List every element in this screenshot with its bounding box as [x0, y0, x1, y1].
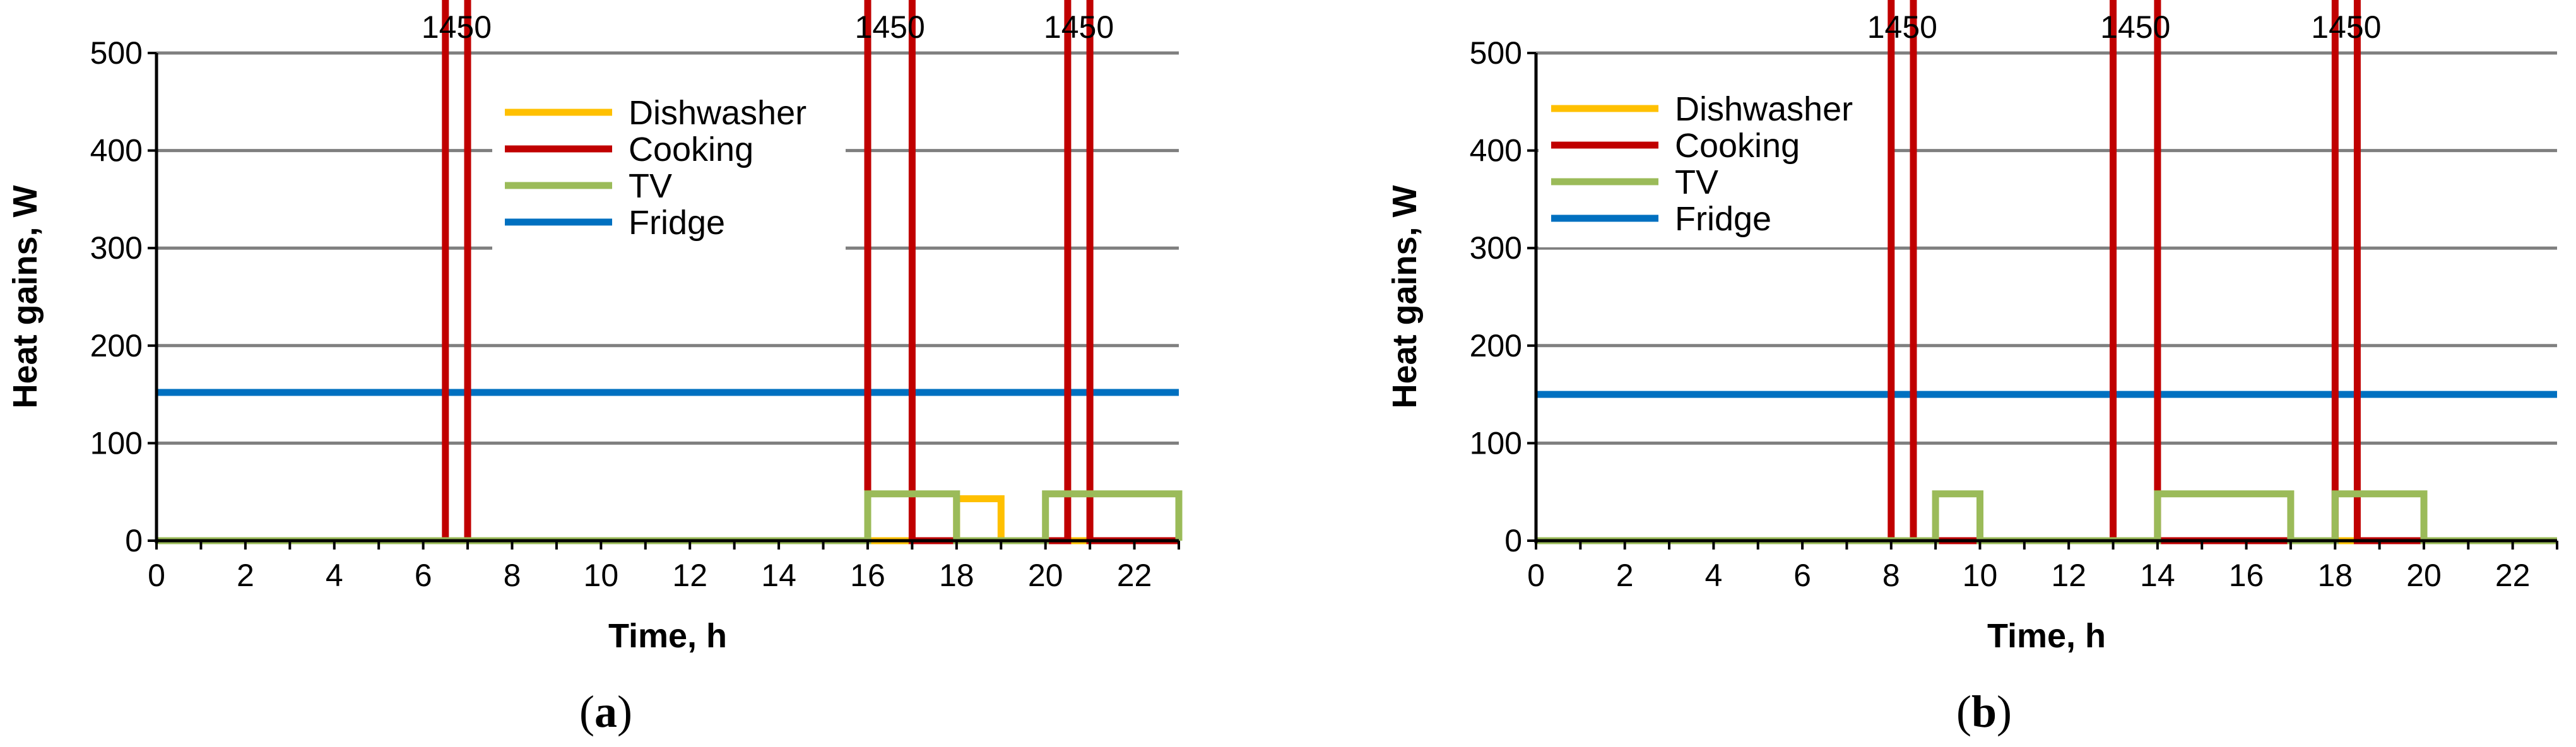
x-tick-label: 16 — [850, 558, 885, 593]
y-tick-label: 0 — [125, 523, 143, 558]
chart-panel-b: 0 100 200 300 400 500 0 2 4 6 8 10 12 14 16 18 20 22 Time,… — [1386, 0, 2558, 737]
y-tick-label: 300 — [90, 230, 143, 266]
x-axis-title: Time, h — [608, 617, 727, 655]
legend-label-dishwasher: Dishwasher — [1675, 90, 1853, 128]
x-tick-label: 18 — [2317, 558, 2353, 593]
x-tick-label: 20 — [1028, 558, 1063, 593]
legend-label-tv: TV — [629, 167, 672, 205]
x-tick-label: 22 — [2495, 558, 2531, 593]
x-tick-label: 8 — [504, 558, 521, 593]
y-tick-label: 200 — [90, 328, 143, 363]
x-tick-label: 12 — [2051, 558, 2086, 593]
panel-label: (b) — [1956, 686, 2012, 737]
x-tick-label: 4 — [1705, 558, 1722, 593]
series-line-cooking — [157, 0, 1179, 544]
x-tick-label: 18 — [939, 558, 974, 593]
series-line-tv — [1536, 490, 2557, 544]
x-tick-label: 10 — [1963, 558, 1998, 593]
y-tick-label: 500 — [90, 35, 143, 71]
series-line-tv — [157, 490, 1183, 544]
x-tick-label: 16 — [2229, 558, 2264, 593]
x-tick-label: 8 — [1882, 558, 1900, 593]
x-tick-label: 14 — [2140, 558, 2175, 593]
peak-annotation: 1450 — [2311, 9, 2381, 45]
chart-panel-a: 0 100 200 300 400 500 0 2 4 6 8 10 12 14 16 18 20 22 Time,… — [6, 0, 1183, 737]
x-tick-label: 2 — [1616, 558, 1634, 593]
series-line-dishwasher — [157, 495, 1179, 544]
series-line-cooking — [1536, 0, 2557, 544]
x-tick-label: 20 — [2406, 558, 2442, 593]
y-tick-label: 100 — [90, 425, 143, 461]
x-tick-label: 10 — [584, 558, 619, 593]
peak-annotation: 1450 — [2100, 9, 2170, 45]
x-tick-label: 6 — [1793, 558, 1811, 593]
legend-label-dishwasher: Dishwasher — [629, 94, 806, 132]
y-tick-label: 100 — [1470, 425, 1522, 461]
y-axis-title: Heat gains, W — [1386, 185, 1424, 408]
peak-annotation: 1450 — [855, 9, 925, 45]
x-tick-label: 0 — [1527, 558, 1545, 593]
x-tick-label: 2 — [237, 558, 254, 593]
y-tick-label: 300 — [1470, 230, 1522, 266]
y-axis-title: Heat gains, W — [6, 185, 44, 408]
y-tick-label: 0 — [1504, 523, 1522, 558]
series-group — [157, 0, 1183, 544]
peak-annotation: 1450 — [422, 9, 492, 45]
x-tick-label: 6 — [415, 558, 432, 593]
x-tick-label: 0 — [148, 558, 165, 593]
peak-annotation: 1450 — [1867, 9, 1937, 45]
peak-annotation: 1450 — [1044, 9, 1114, 45]
x-tick-label: 12 — [672, 558, 707, 593]
panel-label: (a) — [579, 686, 632, 737]
x-tick-label: 22 — [1117, 558, 1152, 593]
legend-label-fridge: Fridge — [629, 204, 725, 242]
x-tick-label: 4 — [326, 558, 343, 593]
y-tick-label: 500 — [1470, 35, 1522, 71]
legend-label-cooking: Cooking — [1675, 127, 1800, 165]
y-tick-label: 200 — [1470, 328, 1522, 363]
y-tick-label: 400 — [90, 133, 143, 168]
x-tick-label: 14 — [761, 558, 796, 593]
x-axis-title: Time, h — [1987, 617, 2106, 655]
series-group — [1536, 0, 2557, 544]
y-tick-label: 400 — [1470, 133, 1522, 168]
legend-label-tv: TV — [1675, 163, 1718, 201]
legend-label-cooking: Cooking — [629, 131, 753, 168]
legend-label-fridge: Fridge — [1675, 200, 1771, 238]
